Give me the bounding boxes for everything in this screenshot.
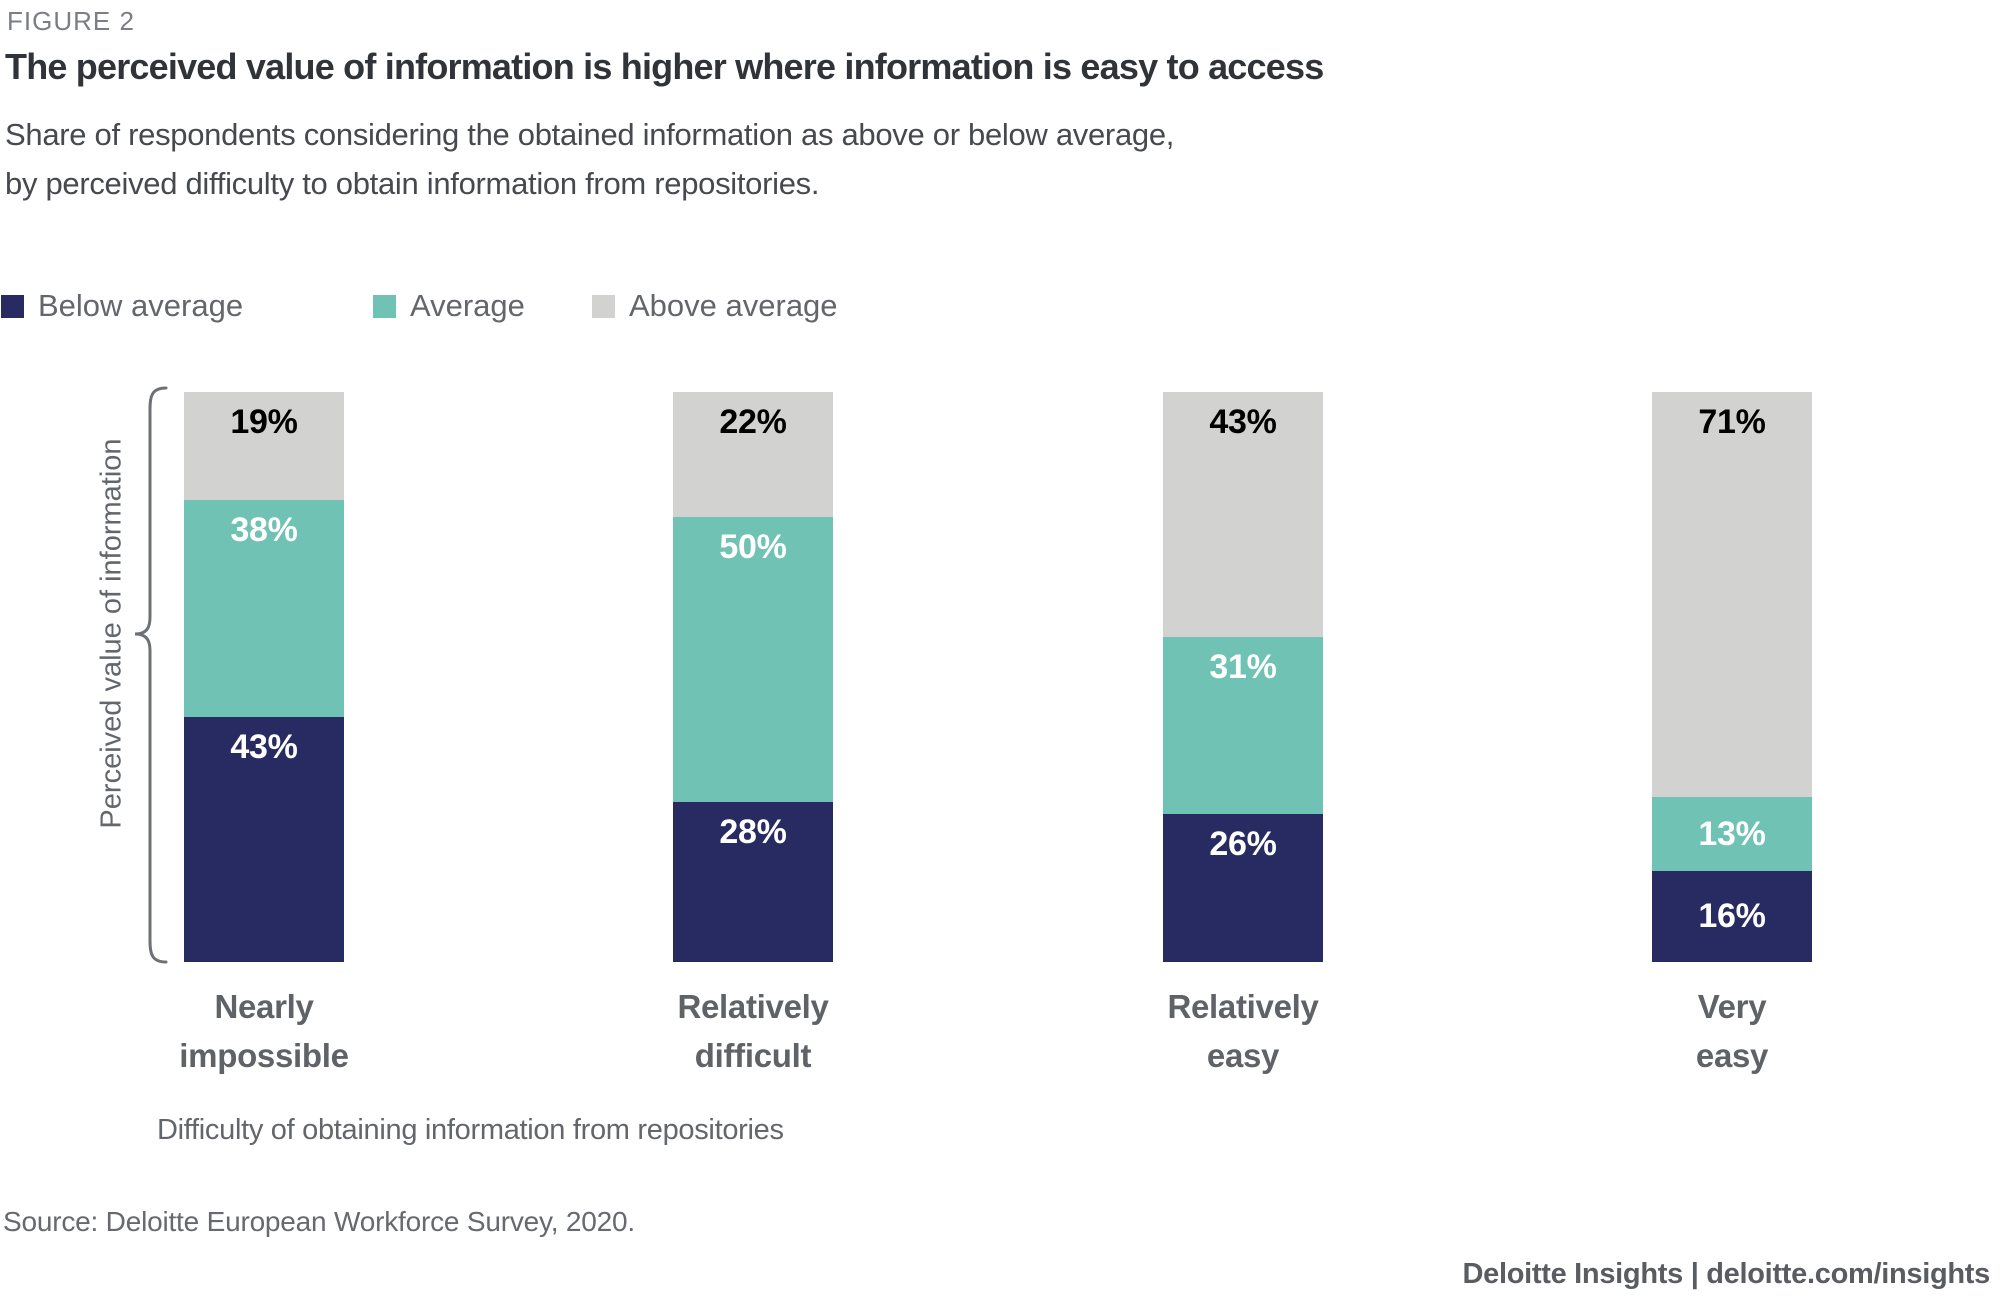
category-label-line: impossible [179,1037,349,1074]
segment-average: 50% [673,517,833,802]
segment-above-average: 22% [673,392,833,517]
category-label-line: Relatively [1167,988,1319,1025]
category-label-line: Nearly [214,988,314,1025]
segment-average: 31% [1163,637,1323,814]
value-label: 19% [230,403,298,441]
legend-item-average: Average [373,288,525,324]
legend-label: Above average [629,288,838,323]
bar-relatively-difficult: 22% 50% 28% [673,392,833,962]
value-label: 26% [1209,825,1277,863]
value-label: 13% [1698,814,1766,853]
chart-legend: Below average Average Above average [0,288,1000,324]
value-label: 31% [1209,648,1277,686]
subtitle-line-2: by perceived difficulty to obtain inform… [5,166,820,201]
legend-item-above-average: Above average [592,288,838,324]
category-label-relatively-easy: Relatively easy [998,982,1488,1080]
chart-subtitle: Share of respondents considering the obt… [5,110,1705,208]
segment-below-average: 16% [1652,871,1812,962]
legend-label: Below average [38,288,244,323]
value-label: 28% [719,813,787,851]
page-title: The perceived value of information is hi… [5,46,1324,87]
subtitle-line-1: Share of respondents considering the obt… [5,117,1175,152]
plot-area: 19% 38% 43% 22% 50% 28% 43% 31% 26% 71% 13% 16% [0,392,2000,962]
below-average-swatch-icon [1,294,24,318]
footer-branding: Deloitte Insights | deloitte.com/insight… [1462,1258,1990,1290]
category-label-line: easy [1695,1037,1769,1074]
category-label-very-easy: Very easy [1487,982,1977,1080]
x-axis-title: Difficulty of obtaining information from… [157,1114,784,1146]
category-label-line: Very [1697,988,1767,1025]
segment-above-average: 19% [184,392,344,500]
category-label-nearly-impossible: Nearly impossible [19,982,509,1080]
segment-below-average: 43% [184,717,344,962]
legend-label: Average [410,288,525,323]
value-label: 71% [1698,403,1766,441]
value-label: 43% [1209,403,1277,441]
value-label: 50% [719,528,787,566]
category-label-relatively-difficult: Relatively difficult [508,982,998,1080]
bar-relatively-easy: 43% 31% 26% [1163,392,1323,962]
value-label: 43% [230,728,298,766]
figure-label: FIGURE 2 [7,6,135,36]
value-label: 22% [719,403,787,441]
bar-very-easy: 71% 13% 16% [1652,392,1812,962]
category-label-line: Relatively [677,988,829,1025]
bar-nearly-impossible: 19% 38% 43% [184,392,344,962]
category-label-line: easy [1206,1037,1280,1074]
value-label: 16% [1698,897,1766,935]
average-swatch-icon [373,294,396,318]
segment-below-average: 26% [1163,814,1323,962]
segment-average: 38% [184,500,344,717]
segment-average: 13% [1652,797,1812,871]
y-axis-brace [134,386,168,964]
segment-below-average: 28% [673,802,833,962]
source-note: Source: Deloitte European Workforce Surv… [3,1206,635,1237]
category-label-line: difficult [694,1037,812,1074]
segment-above-average: 71% [1652,392,1812,797]
above-average-swatch-icon [592,294,615,318]
legend-item-below-average: Below average [1,288,243,324]
segment-above-average: 43% [1163,392,1323,637]
value-label: 38% [230,511,298,549]
